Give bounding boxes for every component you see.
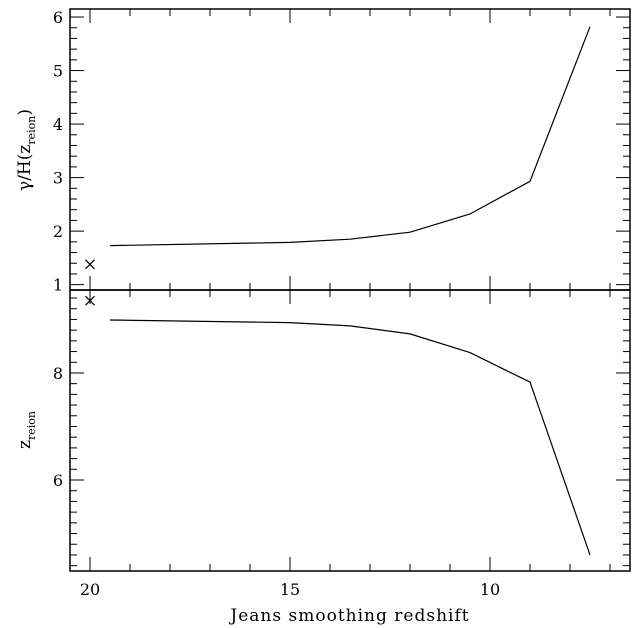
y-tick-label: 1	[53, 276, 63, 295]
top-y-axis-label: γ/H(zreion)	[15, 109, 38, 191]
y-tick-label: 4	[53, 115, 63, 134]
y-tick-label: 2	[53, 222, 63, 241]
bottom-panel-frame	[69, 289, 631, 572]
top-panel-ticks	[70, 9, 630, 290]
y-tick-label: 5	[53, 62, 63, 81]
cross-marker	[85, 295, 95, 306]
y-tick-label: 6	[53, 471, 63, 490]
cross-marker	[85, 259, 95, 270]
y-tick-label: 3	[53, 169, 63, 188]
x-tick-label: 10	[480, 580, 500, 599]
bottom-panel-ticks	[70, 290, 630, 571]
series-line	[109, 26, 591, 247]
y-tick-label: 6	[53, 8, 63, 27]
top-y-tick-labels: 1 2 3 4 5 6	[53, 8, 63, 295]
x-tick-label: 15	[280, 580, 300, 599]
y-tick-label: 8	[53, 364, 63, 383]
series-line	[109, 319, 591, 556]
top-panel-series	[85, 26, 591, 270]
x-tick-label: 20	[80, 580, 100, 599]
x-tick-labels: 20 15 10	[80, 580, 500, 599]
top-panel-frame	[69, 8, 631, 291]
x-axis-label: Jeans smoothing redshift	[228, 606, 469, 626]
bottom-y-axis-label: zreion	[15, 411, 38, 449]
bottom-y-tick-labels: 68	[53, 364, 63, 490]
bottom-panel-series	[85, 295, 591, 556]
